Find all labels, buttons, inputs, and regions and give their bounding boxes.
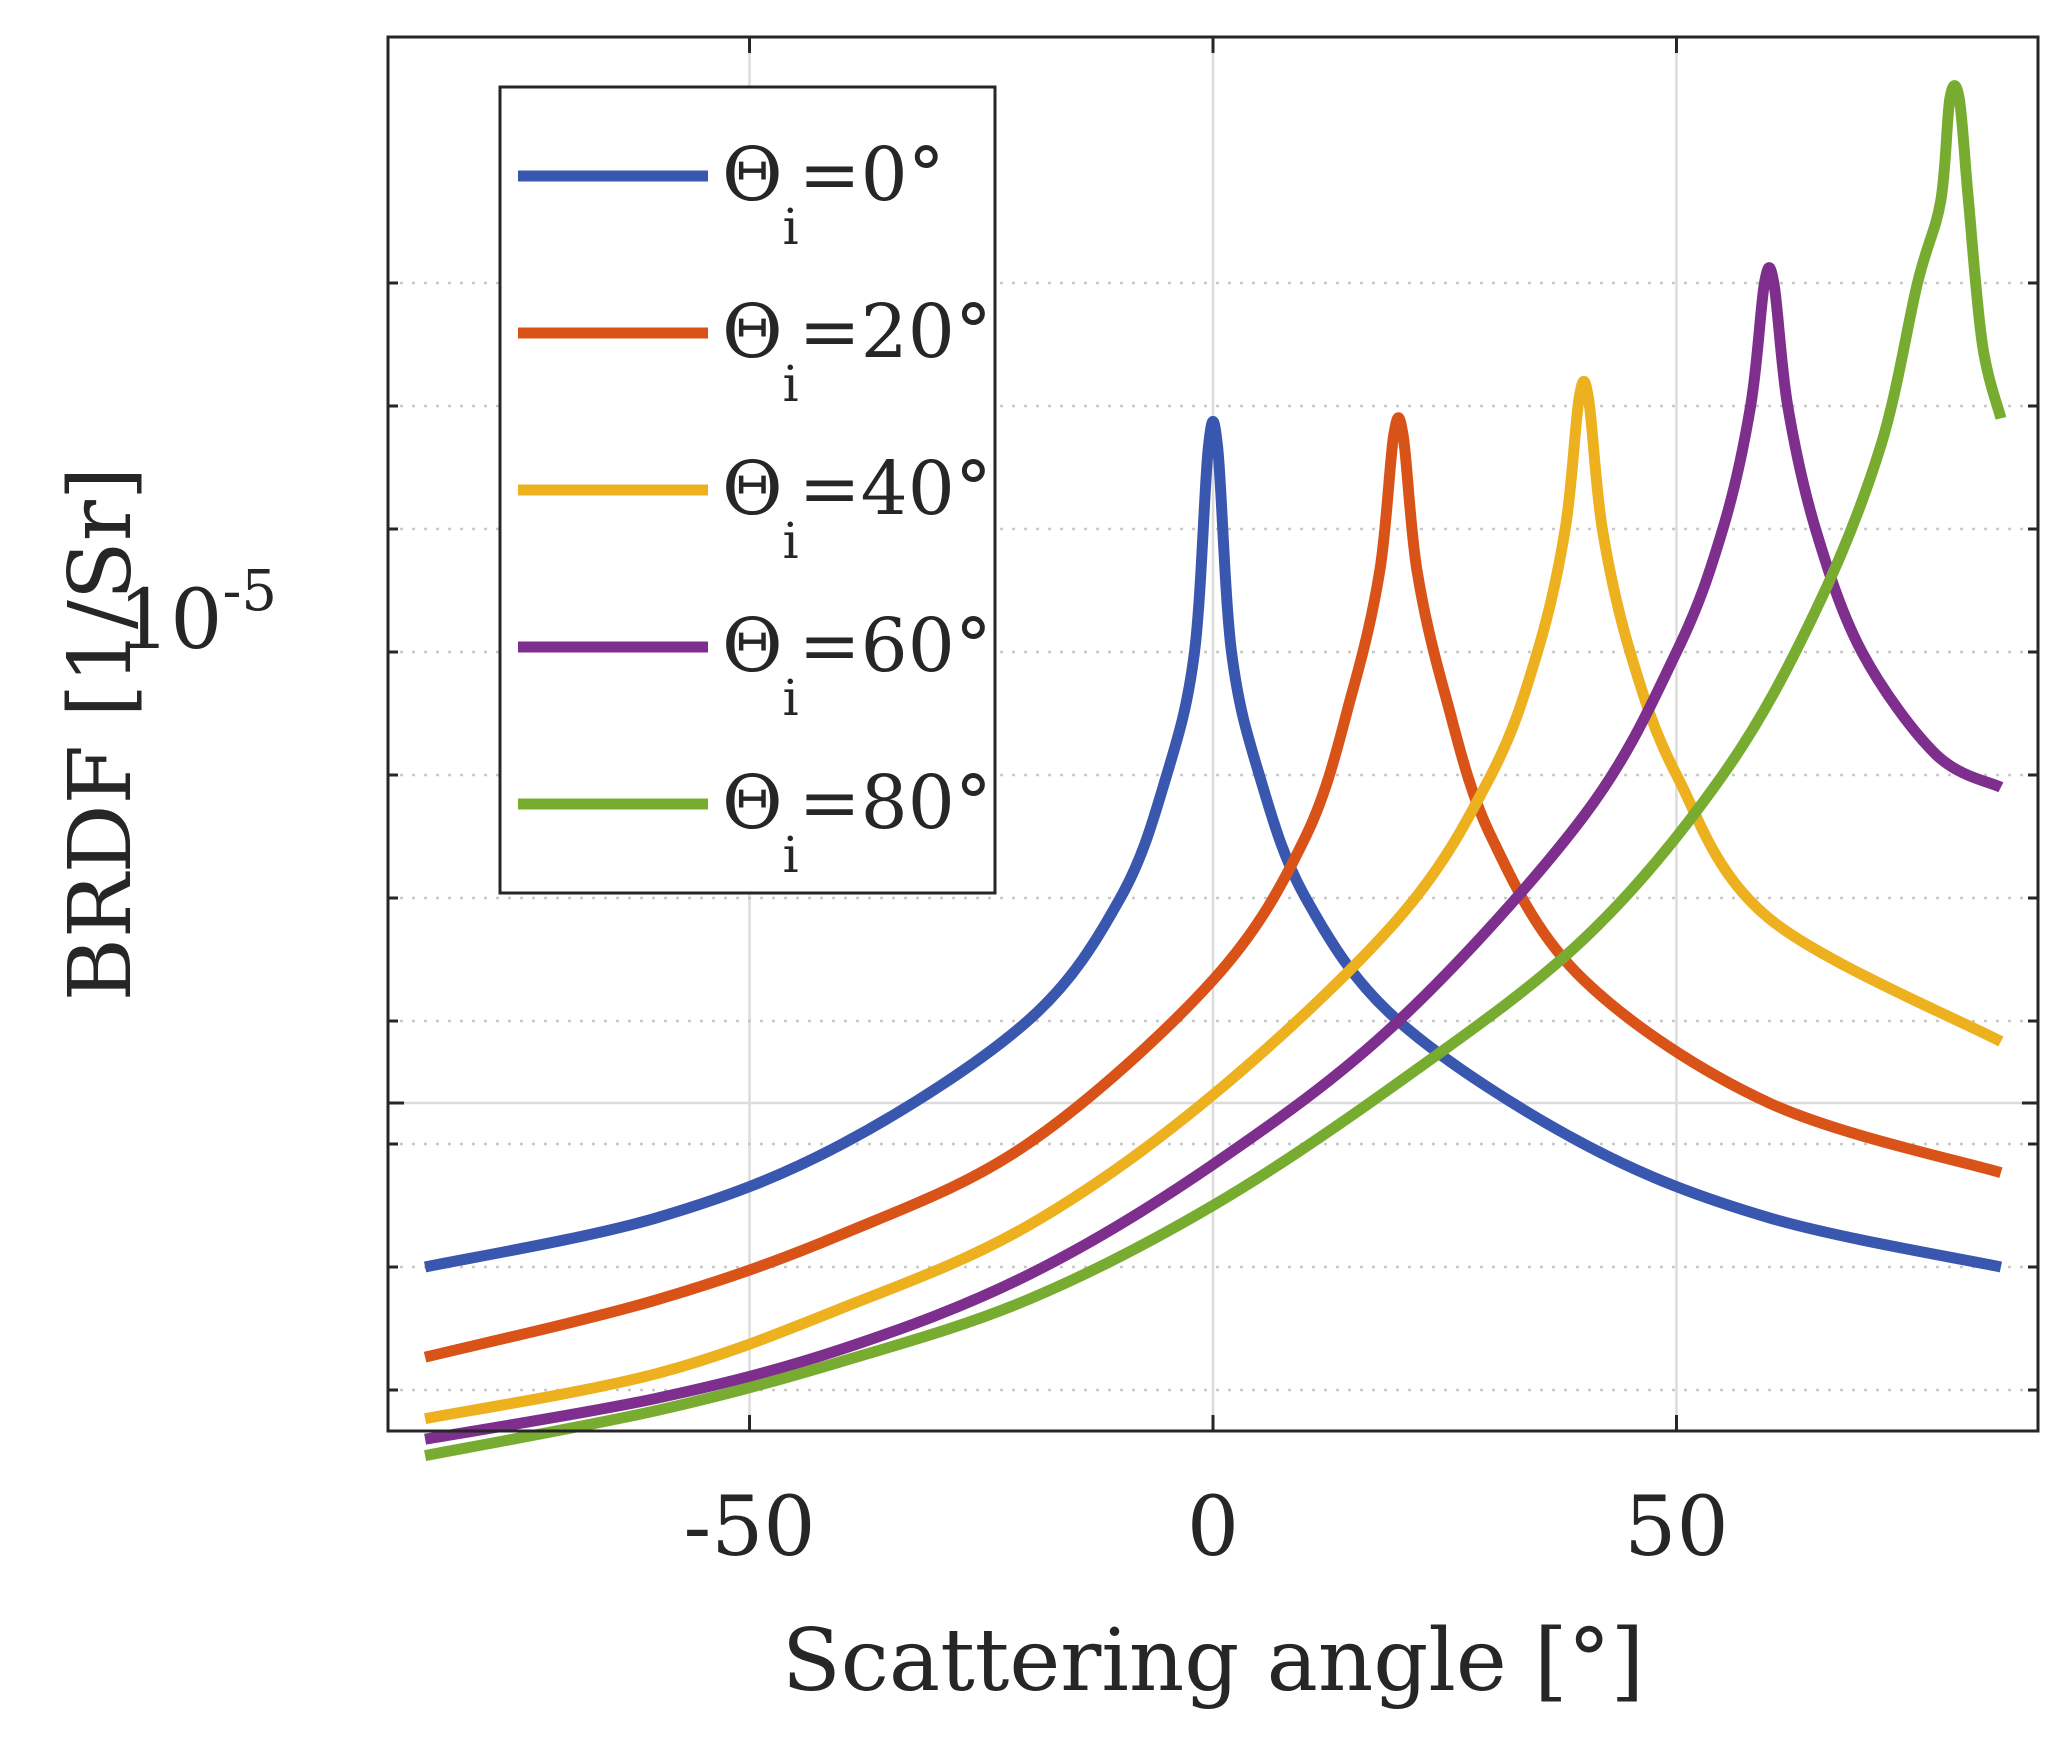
- series-line-3: [424, 262, 2004, 1445]
- y-tick-label: 10-5: [118, 559, 277, 668]
- series-line-0: [423, 416, 2003, 1273]
- legend-items: Θi=0° Θi=20° Θi=40° Θi=60° Θi=80°: [518, 132, 992, 884]
- axis-ticks: [388, 37, 2038, 1431]
- x-axis-label: Scattering angle [°]: [782, 1611, 1644, 1711]
- x-tick-label-2: 50: [1624, 1480, 1728, 1575]
- x-tick-labels: -50 0 50: [683, 1480, 1728, 1575]
- legend-label-1: Θi=20°: [722, 289, 992, 413]
- y-tick-base: 10: [118, 573, 222, 668]
- series-line-2: [424, 375, 2004, 1425]
- x-tick-label-0: -50: [683, 1480, 815, 1575]
- legend-label-4: Θi=80°: [722, 760, 992, 884]
- y-tick-exponent: -5: [222, 559, 277, 624]
- series-lines: [423, 80, 2007, 1461]
- y-axis-label: BRDF [1/Sr]: [51, 467, 151, 1002]
- series-line-1: [423, 412, 2003, 1363]
- series-line-4: [424, 80, 2007, 1461]
- legend-label-2: Θi=40°: [722, 446, 992, 570]
- legend: Θi=0° Θi=20° Θi=40° Θi=60° Θi=80°: [498, 85, 997, 895]
- legend-label-3: Θi=60°: [722, 603, 992, 727]
- legend-label-0: Θi=0°: [722, 132, 945, 256]
- x-tick-label-1: 0: [1187, 1480, 1239, 1575]
